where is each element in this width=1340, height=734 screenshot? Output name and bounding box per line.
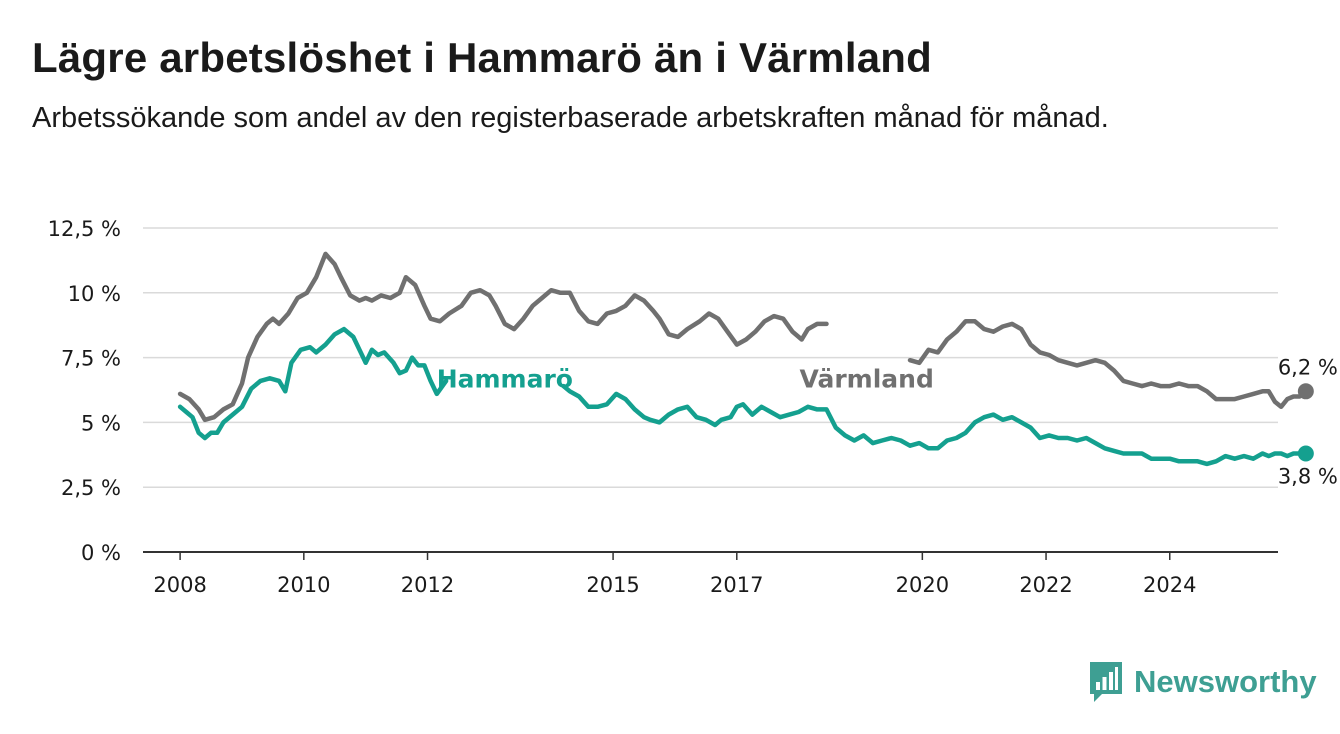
brand-name: Newsworthy	[1134, 664, 1317, 699]
x-tick-label: 2010	[277, 573, 330, 597]
series-label-varmland: Värmland	[799, 364, 933, 393]
bar-chart-logo-icon	[1090, 662, 1122, 702]
series-line-varmland	[177, 251, 1309, 423]
series-labels: 6,2 % Värmland 3,8 % Hammarö	[437, 355, 1338, 488]
series-line-hammaro	[177, 326, 1309, 467]
x-tick-label: 2024	[1143, 573, 1196, 597]
chart-subtitle: Arbetssökande som andel av den registerb…	[32, 102, 1109, 134]
y-tick-label: 12,5 %	[48, 217, 121, 241]
x-tick-label: 2015	[586, 573, 639, 597]
y-tick-label: 2,5 %	[61, 476, 121, 500]
gridlines	[143, 227, 1278, 553]
y-tick-label: 7,5 %	[61, 347, 121, 371]
x-tick-label: 2008	[153, 573, 206, 597]
end-value-label-hammaro: 3,8 %	[1278, 465, 1338, 489]
newsworthy-brand: Newsworthy	[1088, 660, 1317, 704]
series-lines	[177, 251, 1314, 467]
x-tick-label: 2012	[401, 573, 454, 597]
end-point-hammaro	[1297, 445, 1314, 462]
x-axis-ticks: 2008 2010 2012 2015 2017 2020 2022 2024	[153, 552, 1196, 597]
x-tick-label: 2017	[710, 573, 763, 597]
series-label-hammaro: Hammarö	[437, 364, 573, 393]
chart-title: Lägre arbetslöshet i Hammarö än i Värmla…	[32, 34, 933, 81]
y-tick-label: 0 %	[81, 541, 121, 565]
y-tick-label: 10 %	[68, 282, 121, 306]
x-tick-label: 2022	[1019, 573, 1072, 597]
x-tick-label: 2020	[896, 573, 949, 597]
end-point-varmland	[1297, 383, 1314, 400]
end-value-label-varmland: 6,2 %	[1278, 355, 1338, 379]
y-tick-label: 5 %	[81, 411, 121, 435]
y-axis-ticks: 12,5 % 10 % 7,5 % 5 % 2,5 % 0 %	[48, 217, 121, 565]
